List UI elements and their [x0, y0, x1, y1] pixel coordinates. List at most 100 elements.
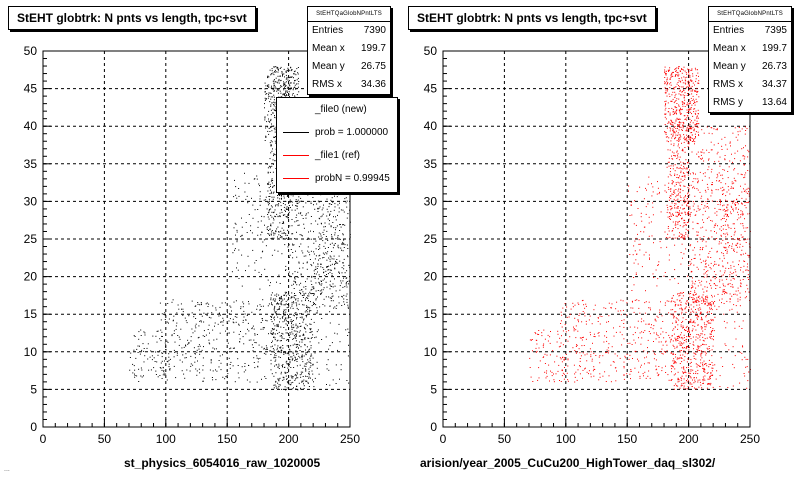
scatter-point: [703, 344, 705, 346]
scatter-point: [705, 241, 707, 243]
scatter-point: [323, 204, 324, 206]
scatter-point: [605, 352, 607, 354]
scatter-point: [313, 303, 315, 305]
scatter-point: [693, 377, 695, 379]
scatter-point: [647, 347, 648, 349]
scatter-point: [208, 303, 210, 305]
scatter-point: [716, 232, 717, 234]
scatter-point: [278, 331, 280, 333]
scatter-point: [680, 334, 682, 336]
scatter-point: [271, 373, 273, 375]
scatter-point: [623, 366, 625, 367]
scatter-point: [683, 96, 685, 98]
scatter-point: [684, 147, 686, 148]
scatter-point: [289, 359, 291, 361]
scatter-point: [665, 103, 667, 105]
scatter-point: [547, 340, 549, 342]
scatter-point: [297, 67, 299, 68]
scatter-point: [306, 268, 308, 270]
scatter-point: [671, 297, 673, 299]
scatter-point: [332, 286, 334, 288]
scatter-point: [275, 385, 277, 387]
scatter-point: [702, 365, 704, 367]
scatter-point: [669, 218, 671, 219]
scatter-point: [677, 328, 679, 330]
scatter-point: [268, 94, 269, 96]
scatter-point: [692, 172, 694, 174]
scatter-point: [278, 379, 280, 381]
scatter-point: [297, 220, 299, 222]
scatter-point: [234, 222, 236, 224]
scatter-point: [270, 126, 272, 127]
scatter-point: [674, 337, 676, 339]
scatter-point: [677, 381, 679, 383]
scatter-point: [688, 336, 690, 338]
scatter-point: [702, 343, 704, 345]
scatter-point: [307, 306, 309, 308]
scatter-point: [321, 209, 323, 211]
scatter-point: [334, 285, 336, 287]
scatter-point: [285, 265, 287, 267]
scatter-point: [695, 137, 696, 139]
scatter-point: [683, 141, 685, 143]
scatter-point: [278, 231, 280, 232]
scatter-point: [287, 306, 289, 308]
scatter-point: [272, 299, 274, 301]
scatter-point: [686, 127, 688, 129]
scatter-point: [638, 337, 639, 339]
scatter-point: [328, 203, 330, 205]
scatter-point: [315, 312, 317, 314]
scatter-point: [341, 296, 343, 298]
scatter-point: [235, 234, 236, 236]
scatter-point: [270, 354, 272, 355]
scatter-point: [745, 242, 747, 243]
scatter-point: [599, 355, 601, 357]
scatter-point: [688, 69, 690, 70]
scatter-point: [698, 364, 700, 366]
scatter-point: [669, 79, 671, 80]
scatter-point: [286, 90, 288, 92]
scatter-point: [689, 382, 691, 384]
scatter-point: [284, 371, 286, 373]
scatter-point: [153, 357, 155, 359]
scatter-point: [310, 329, 311, 331]
scatter-point: [671, 230, 673, 232]
scatter-point: [561, 369, 563, 371]
scatter-point: [678, 358, 680, 360]
scatter-point: [277, 387, 279, 389]
scatter-point: [564, 324, 566, 326]
scatter-point: [613, 335, 615, 337]
scatter-point: [270, 346, 272, 348]
scatter-point: [271, 192, 273, 194]
scatter-point: [676, 109, 678, 111]
panel-left: 0 50 100 150 200 250 0 5 10 15 20 25 30 35 40 45 50 StEH…: [8, 6, 398, 470]
scatter-point: [310, 347, 312, 349]
scatter-point: [285, 95, 287, 97]
scatter-point: [343, 258, 345, 260]
scatter-point: [319, 306, 321, 308]
scatter-point: [695, 78, 697, 80]
scatter-point: [703, 368, 705, 370]
scatter-point: [669, 236, 671, 238]
scatter-point: [136, 375, 138, 377]
scatter-point: [591, 360, 593, 362]
scatter-point: [298, 284, 300, 286]
scatter-point: [139, 345, 140, 347]
scatter-point: [173, 356, 175, 358]
scatter-point: [305, 288, 307, 290]
scatter-point: [652, 328, 654, 330]
scatter-point: [710, 384, 712, 386]
scatter-point: [690, 184, 692, 186]
scatter-point: [687, 203, 688, 204]
scatter-point: [279, 297, 280, 299]
scatter-point: [258, 183, 260, 185]
scatter-point: [185, 344, 186, 346]
scatter-point: [710, 382, 712, 384]
scatter-point: [689, 321, 691, 323]
scatter-point: [722, 186, 724, 188]
scatter-point: [680, 109, 681, 111]
scatter-point: [276, 347, 278, 349]
scatter-point: [710, 374, 712, 376]
scatter-point: [233, 331, 235, 333]
